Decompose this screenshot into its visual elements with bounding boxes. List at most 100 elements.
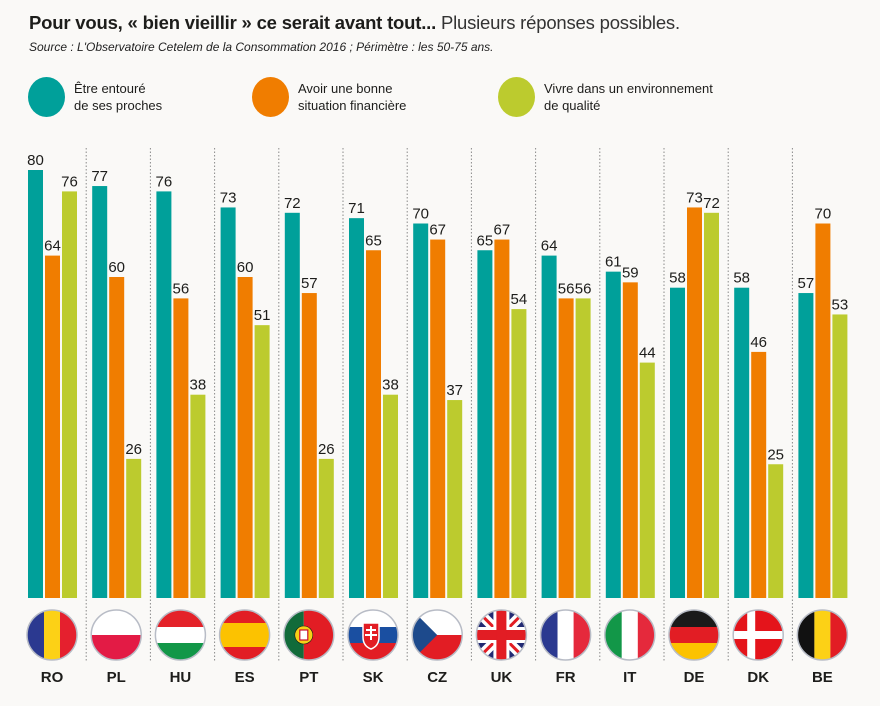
bar-es-0 [220,207,236,598]
bar-es-2 [254,325,270,598]
value-label: 73 [220,189,237,206]
bar-dk-2 [768,464,784,598]
bar-ro-2 [62,191,77,598]
bar-sk-1 [366,250,381,598]
bar-dk-0 [734,287,750,598]
value-label: 65 [477,232,494,249]
bar-ro-1 [45,255,60,598]
country-label: IT [623,669,636,686]
value-label: 60 [108,259,125,276]
bar-be-2 [832,314,848,598]
bar-hu-0 [156,191,172,598]
bar-uk-1 [494,239,510,599]
country-labels-layer: RO PL HU ES PT SK CZ UK FR IT DE DK BE [41,669,833,686]
country-label: PT [299,669,318,686]
bar-es-1 [237,277,253,598]
value-label: 59 [622,264,639,281]
bar-be-1 [815,223,831,598]
country-label: FR [556,669,576,686]
denmark-flag-icon [732,609,784,661]
flags-layer [26,609,849,661]
value-label: 64 [44,238,61,255]
chart-title-regular: Plusieurs réponses possibles. [436,12,680,33]
czech-flag-icon [411,609,463,661]
bar-it-2 [639,362,655,598]
bar-uk-2 [511,309,527,598]
romania-flag-icon [26,609,78,661]
uk-flag-icon [475,609,528,661]
bar-hu-2 [190,394,206,598]
legend-swatch-orange [252,77,289,117]
country-label: ES [235,669,255,686]
value-label: 38 [382,377,399,394]
country-label: DE [684,669,705,686]
legend-label-line2: de qualité [544,98,601,113]
value-label: 57 [301,275,318,292]
bar-de-2 [704,212,719,599]
legend-label-line2: de ses proches [74,98,163,113]
value-label: 58 [669,270,686,287]
value-label: 73 [686,189,703,206]
group-separators [85,148,793,662]
bar-pt-0 [284,212,300,599]
value-label: 51 [254,307,271,324]
value-label: 54 [511,291,528,308]
value-label: 25 [767,446,784,463]
portugal-flag-icon [283,609,335,661]
country-label: UK [491,669,513,686]
value-label: 60 [237,259,254,276]
bar-uk-0 [477,250,493,598]
value-label: 65 [365,232,382,249]
bar-sk-0 [349,218,364,598]
value-label: 53 [832,296,849,313]
legend-label: Avoir une bonne situation financière [298,77,406,114]
value-label: 70 [412,206,429,223]
bar-pl-2 [126,458,142,598]
spain-flag-icon [218,609,271,661]
chart-title: Pour vous, « bien vieillir » ce serait a… [29,12,680,34]
value-label: 61 [605,254,622,271]
germany-flag-icon [668,609,720,661]
value-label: 77 [91,168,108,185]
legend-item-environnement: Vivre dans un environnement de qualité [498,77,713,117]
belgium-flag-icon [796,609,849,661]
legend-label: Vivre dans un environnement de qualité [544,77,713,114]
bar-fr-0 [541,255,557,598]
legend-swatch-teal [28,77,65,117]
legend-label: Être entouré de ses proches [74,77,162,114]
value-label: 58 [733,270,750,287]
value-label: 56 [173,280,190,297]
bar-it-0 [605,271,621,598]
bar-cz-0 [413,223,429,598]
value-label: 72 [284,195,301,212]
bar-ro-0 [28,170,43,598]
value-label: 71 [348,200,365,217]
legend-label-line1: Avoir une bonne [298,81,393,96]
value-label: 67 [429,222,446,239]
legend-label-line1: Vivre dans un environnement [544,81,713,96]
bar-cz-2 [447,400,463,598]
country-label: HU [170,669,192,686]
bar-fr-1 [558,298,574,598]
country-label: CZ [427,669,447,686]
value-label: 26 [125,441,142,458]
value-label: 26 [318,441,335,458]
bar-de-0 [670,287,685,598]
bar-be-0 [798,293,814,598]
hungary-flag-icon [154,609,207,661]
value-label: 37 [446,382,463,399]
bar-pt-1 [301,293,317,598]
slovakia-flag-icon [347,609,399,661]
bar-hu-1 [173,298,189,598]
chart-title-bold: Pour vous, « bien vieillir » ce serait a… [29,12,437,33]
bar-sk-2 [383,394,398,598]
legend-swatch-green [498,77,535,117]
value-label: 46 [750,334,767,351]
value-label: 56 [558,280,575,297]
value-label: 76 [61,173,78,190]
poland-flag-icon [90,609,142,661]
value-label: 56 [575,280,592,297]
bar-it-1 [622,282,638,598]
